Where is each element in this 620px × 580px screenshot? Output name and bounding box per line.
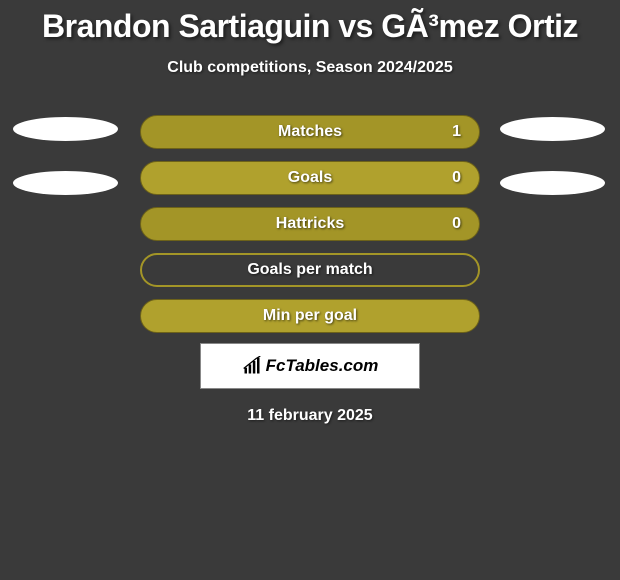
stats-center: Matches 1 Goals 0 Hattricks 0 Goals per … <box>140 115 480 333</box>
stat-bar-matches: Matches 1 <box>140 115 480 149</box>
logo-text: FcTables.com <box>266 356 379 376</box>
stat-bar-hattricks: Hattricks 0 <box>140 207 480 241</box>
stat-value: 0 <box>452 215 461 233</box>
indicator-ellipse <box>13 171 118 195</box>
stat-label: Goals per match <box>247 261 372 279</box>
stat-bar-goals: Goals 0 <box>140 161 480 195</box>
indicator-ellipse <box>500 117 605 141</box>
date-label: 11 february 2025 <box>247 407 372 425</box>
stat-label: Matches <box>278 123 342 141</box>
subtitle: Club competitions, Season 2024/2025 <box>167 59 452 77</box>
right-indicators <box>492 115 607 195</box>
stats-area: Matches 1 Goals 0 Hattricks 0 Goals per … <box>0 115 620 333</box>
stat-bar-min-per-goal: Min per goal <box>140 299 480 333</box>
stat-label: Goals <box>288 169 332 187</box>
stat-label: Hattricks <box>276 215 344 233</box>
page-title: Brandon Sartiaguin vs GÃ³mez Ortiz <box>42 8 578 45</box>
left-indicators <box>13 115 128 195</box>
chart-icon <box>242 356 262 376</box>
stat-label: Min per goal <box>263 307 357 325</box>
indicator-ellipse <box>13 117 118 141</box>
stat-bar-goals-per-match: Goals per match <box>140 253 480 287</box>
logo-box: FcTables.com <box>200 343 420 389</box>
stat-value: 0 <box>452 169 461 187</box>
indicator-ellipse <box>500 171 605 195</box>
stat-value: 1 <box>452 123 461 141</box>
